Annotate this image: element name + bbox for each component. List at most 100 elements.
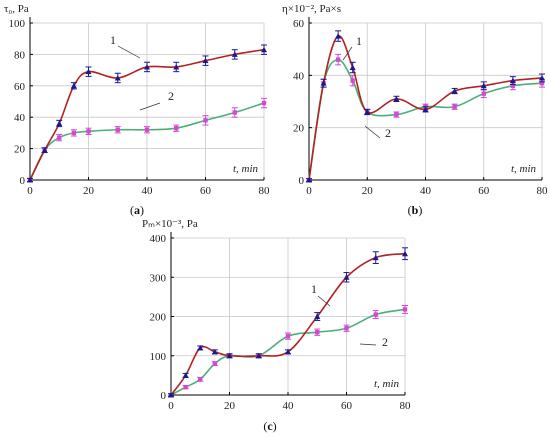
series-2-point <box>174 125 179 131</box>
series-2-point <box>203 118 208 123</box>
series-2-point <box>510 83 516 88</box>
series-2-point <box>394 112 399 117</box>
series-1-point <box>372 254 379 261</box>
series-1-point <box>349 64 356 70</box>
series-1-point <box>539 74 545 81</box>
series-2-point <box>481 91 486 96</box>
series-1-point <box>197 344 204 351</box>
series-1-point <box>480 82 487 89</box>
x-tick-label: 80 <box>537 185 549 197</box>
series-2-point <box>183 384 188 390</box>
y-axis-label: η×10⁻², Pa×s <box>282 3 341 15</box>
y-tick-label: 60 <box>14 81 26 93</box>
curve-label-2: 2 <box>168 89 174 103</box>
x-tick-label: 0 <box>27 185 33 197</box>
curve-label-leader <box>117 45 141 59</box>
y-tick-label: 100 <box>150 351 167 363</box>
series-1-point <box>27 177 33 183</box>
series-1-point <box>114 74 121 81</box>
series-1-point <box>343 274 350 280</box>
y-tick-label: 0 <box>20 175 26 187</box>
x-tick-label: 20 <box>83 185 95 197</box>
x-tick-label: 0 <box>168 400 174 412</box>
chart-panel-1: 0 20 40 60 80 0 20 40 60 80 100 τ₀, Pa t, min 1 2 (a) <box>4 3 270 217</box>
series-1-point <box>173 63 180 70</box>
x-tick-label: 40 <box>283 400 295 412</box>
y-tick-label: 100 <box>9 18 26 30</box>
y-tick-label: 0 <box>299 175 305 187</box>
series-1-point <box>422 106 429 112</box>
x-tick-label: 20 <box>224 400 236 412</box>
series-1-point <box>255 352 262 359</box>
y-tick-label: 400 <box>150 233 167 245</box>
series-1-point <box>314 313 321 319</box>
chart-panel-2: 0 20 40 60 80 0 20 40 60 η×10⁻², Pa×s t, min 1 2 (b) <box>282 3 548 217</box>
series-1-point <box>85 68 92 75</box>
series-1-point <box>335 33 342 39</box>
y-tick-label: 40 <box>293 70 305 82</box>
x-tick-label: 60 <box>478 185 490 197</box>
series-1-point <box>56 120 63 126</box>
series-1-point <box>261 46 267 53</box>
x-axis-label: t, min <box>374 378 400 390</box>
series-2-point <box>115 127 120 132</box>
x-tick-label: 60 <box>341 400 353 412</box>
x-tick-label: 40 <box>142 185 154 197</box>
series-1-point <box>451 88 458 94</box>
series-2-point <box>212 361 218 366</box>
series-2-point <box>315 330 320 335</box>
series-1-point <box>202 57 209 64</box>
y-tick-label: 200 <box>150 312 167 324</box>
x-tick-label: 0 <box>306 185 312 197</box>
series-1-point <box>168 392 174 398</box>
y-tick-label: 60 <box>293 18 305 30</box>
x-tick-label: 80 <box>259 185 271 197</box>
series-1-point <box>402 250 408 257</box>
series-2-point <box>86 129 91 134</box>
series-2-point <box>335 57 341 62</box>
panel-label: (b) <box>408 203 423 217</box>
x-tick-label: 60 <box>200 185 212 197</box>
x-tick-label: 80 <box>400 400 412 412</box>
chart-panel-3: 0 20 40 60 80 0 100 200 300 400 Pₘ×10⁻³, Pa t, min 1… <box>142 218 411 433</box>
y-axis-label: Pₘ×10⁻³, Pa <box>142 218 198 230</box>
panel-label: (c) <box>263 419 276 433</box>
series-1-point <box>182 372 189 378</box>
y-axis-label: τ₀, Pa <box>4 3 29 15</box>
series-1-point <box>285 348 291 355</box>
y-tick-label: 80 <box>14 49 26 61</box>
curve-label-leader <box>139 102 161 111</box>
x-tick-label: 20 <box>362 185 374 197</box>
series-1-point <box>70 82 77 89</box>
series-1-point <box>320 80 327 86</box>
curve-label-1: 1 <box>311 282 317 296</box>
series-2-point <box>144 127 150 132</box>
series-1-point <box>226 352 233 359</box>
series-2-point <box>402 307 408 312</box>
x-axis-label: t, min <box>233 163 259 175</box>
curve-label-leader <box>359 343 377 346</box>
curve-label-2: 2 <box>385 126 391 140</box>
series-2-point <box>285 333 291 339</box>
series-1-point <box>509 77 516 84</box>
series-2-point <box>71 130 77 136</box>
series-1-point <box>231 51 238 57</box>
series-2-point <box>452 104 457 109</box>
series-1-point <box>211 348 218 355</box>
curve-label-2: 2 <box>382 335 388 349</box>
series-2-point <box>261 100 267 106</box>
curve-label-leader <box>317 295 331 307</box>
y-tick-label: 20 <box>14 144 26 156</box>
y-tick-label: 300 <box>150 272 167 284</box>
series-2-point <box>539 80 545 86</box>
curve-label-leader <box>342 46 353 61</box>
series-2-point <box>198 377 203 382</box>
series-2-point <box>57 135 62 140</box>
series-1-point <box>41 147 48 153</box>
y-tick-label: 0 <box>161 390 167 402</box>
curve-label-leader <box>364 125 381 139</box>
series-1-point <box>306 177 312 183</box>
x-axis-label: t, min <box>511 163 537 175</box>
y-tick-label: 40 <box>14 112 26 124</box>
